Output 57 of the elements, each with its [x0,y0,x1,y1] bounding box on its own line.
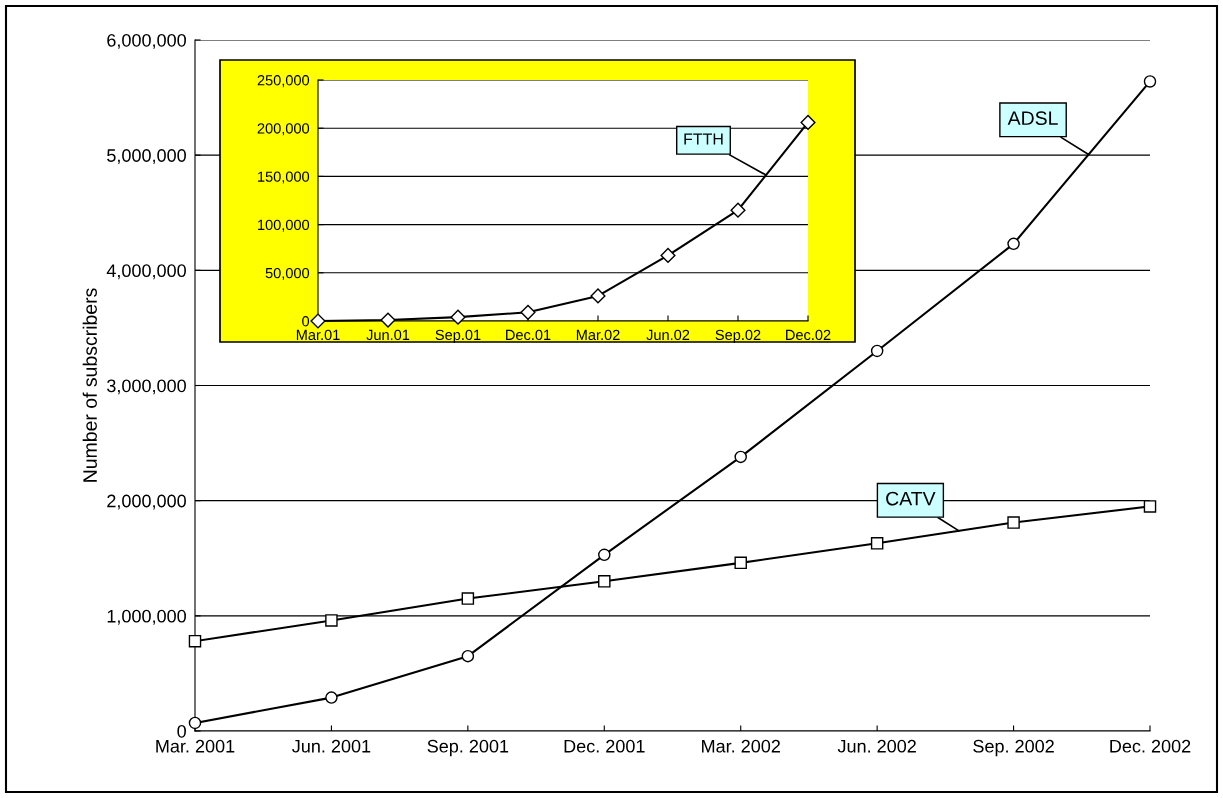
point [520,304,536,320]
point [598,575,611,588]
series-label: CATV [886,491,936,506]
point [1143,75,1157,88]
point [730,202,746,218]
x-tick-label: Dec.01 [506,329,551,341]
y-tick-label: 1,000,000 [107,609,186,625]
y-tick-label: 0 [302,316,310,327]
x-tick-label: Dec.02 [786,329,831,341]
point [590,288,606,304]
point [461,649,475,663]
x-tick-label: Mar.01 [296,329,340,341]
y-tick-label: 0 [177,724,186,738]
y-tick-label: 6,000,000 [107,33,186,49]
point [870,344,884,358]
point [325,691,338,704]
text: FTTH [684,133,723,145]
point [1007,237,1020,251]
x-tick-label: Dec. 2001 [564,739,645,753]
point [461,592,475,605]
point [734,450,747,464]
point [325,614,338,627]
y-tick-label: 5,000,000 [107,149,186,165]
point [450,309,466,325]
x-tick-label: Jun.01 [366,329,410,341]
x-tick-label: Jun. 2001 [292,739,371,753]
point [380,312,396,328]
y-tick-label: 200,000 [257,123,310,136]
x-tick-label: Mar.02 [576,329,620,341]
y-tick-label: 4,000,000 [106,264,186,280]
y-tick-label: 250,000 [257,75,310,88]
x-tick-label: Mar. 2001 [156,739,235,753]
point [1007,516,1020,529]
x-tick-label: Jun. 2002 [837,739,916,753]
x-tick-label: Sep.01 [435,329,481,343]
x-tick-label: Dec. 2002 [1110,739,1191,753]
point [188,634,202,648]
y-tick-label: 3,000,000 [107,379,186,395]
y-tick-label: 50,000 [265,267,310,280]
point [598,548,611,562]
point [800,114,816,130]
point [660,247,676,264]
point [734,556,747,570]
point [188,716,202,730]
point [1143,500,1157,513]
point [870,537,884,550]
point [310,313,326,329]
y-tick-label: 100,000 [258,219,310,232]
x-tick-label: Sep. 2002 [973,739,1054,757]
x-tick-label: Jun.02 [646,329,690,341]
x-tick-label: Sep. 2001 [427,739,509,757]
x-tick-label: Mar. 2002 [702,739,780,753]
text: ADSL [1007,111,1058,126]
y-tick-label: 2,000,000 [107,494,186,510]
y-axis-title: Number of subscribers [82,288,97,482]
x-tick-label: Sep.02 [715,329,761,343]
y-tick-label: 150,000 [258,171,310,184]
